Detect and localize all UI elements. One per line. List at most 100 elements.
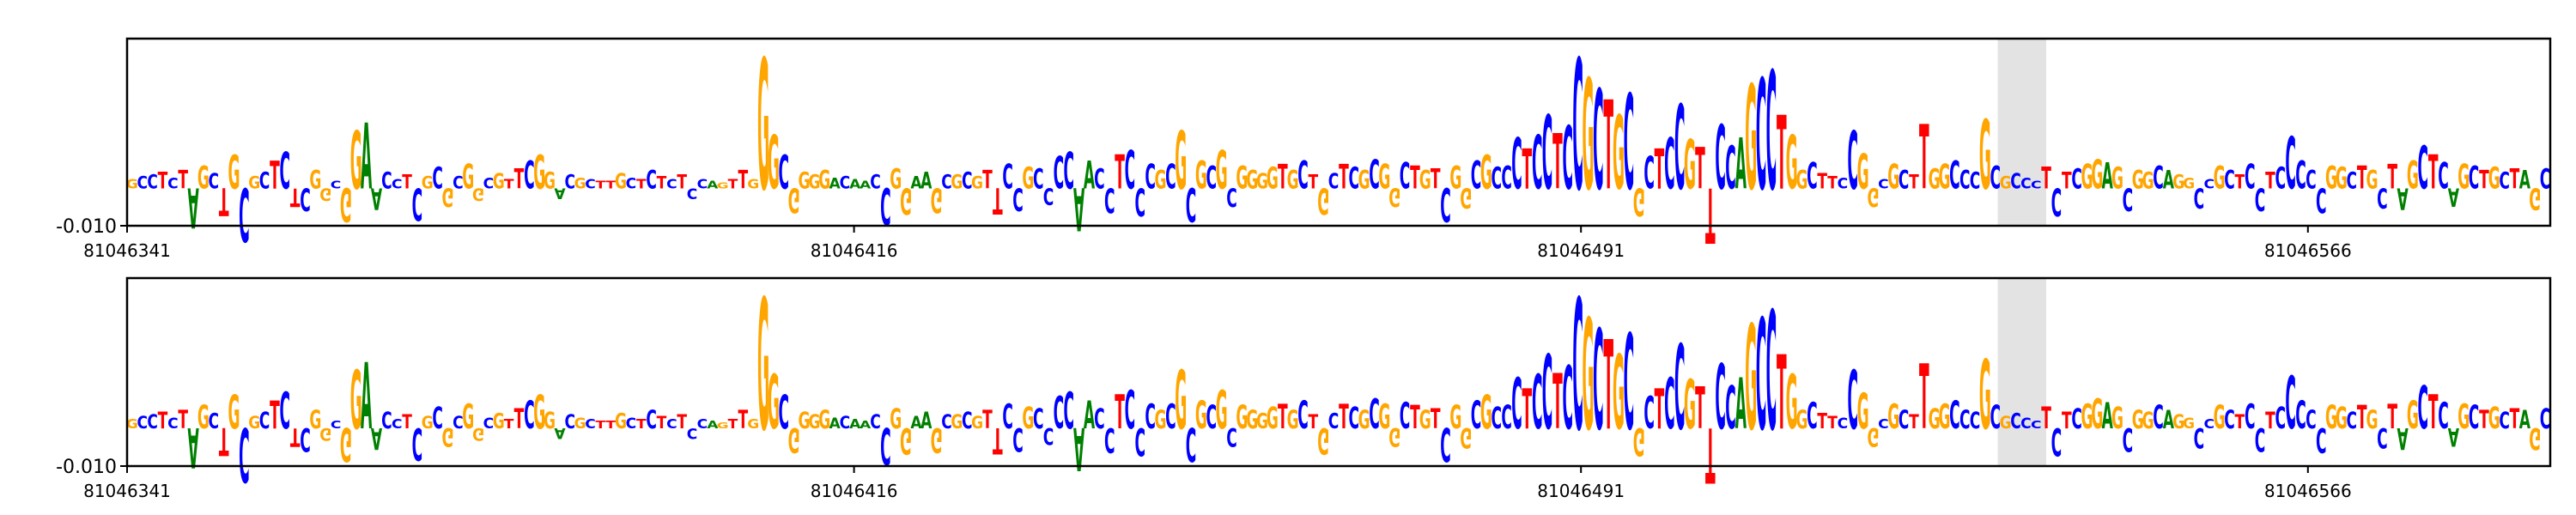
logo-letter-C: C: [1624, 68, 1635, 220]
logo-letter-A: A: [361, 105, 372, 210]
logo-letter-G: G: [1480, 147, 1492, 200]
logo-letter-C: C: [147, 171, 158, 193]
logo-letter-C: C: [565, 171, 576, 193]
logo-letter-C: C: [1094, 404, 1105, 436]
logo-letter-T: T: [504, 416, 514, 432]
logo-letter-G: G: [2214, 159, 2226, 197]
logo-letter-G: G: [1938, 158, 1950, 197]
logo-letter-A: A: [860, 179, 872, 191]
logo-letter-C: C: [2469, 399, 2480, 437]
logo-letter-G: G: [971, 414, 983, 433]
logo-letter-C: C: [1593, 300, 1604, 461]
logo-letter-C: C: [1848, 354, 1859, 448]
logo-letter-G: G: [441, 182, 453, 211]
logo-letter-C: C: [1563, 349, 1574, 450]
logo-letter-C: C: [1094, 164, 1105, 196]
logo-letter-G: G: [2172, 171, 2184, 193]
logo-letter-C: C: [870, 171, 881, 193]
logo-letter-C: C: [1297, 393, 1309, 437]
logo-letter-G: G: [1267, 162, 1279, 196]
logo-letter-G: G: [2458, 398, 2470, 437]
logo-letter-G: G: [1287, 405, 1299, 434]
logo-letter-C: C: [2347, 168, 2358, 195]
logo-letter-C: C: [2123, 421, 2134, 458]
logo-letter-C: C: [1838, 175, 1849, 192]
logo-letter-T: T: [596, 419, 607, 432]
x-tick-label: 81046566: [2264, 481, 2352, 501]
logo-letter-C: C: [1899, 405, 1910, 434]
logo-letter-G: G: [1175, 354, 1187, 448]
logo-letter-C: C: [2540, 164, 2551, 196]
logo-letter-C: C: [2469, 159, 2480, 197]
logo-letter-G: G: [798, 168, 810, 195]
logo-letter-G: G: [228, 147, 240, 200]
logo-letter-C: C: [2123, 180, 2134, 218]
logo-letter-C: C: [585, 177, 596, 192]
logo-letter-C: C: [483, 415, 495, 433]
logo-letter-C: C: [209, 409, 220, 433]
logo-letter-T: T: [1705, 171, 1716, 259]
logo-letter-C: C: [2153, 399, 2164, 437]
logo-letter-C: C: [962, 408, 973, 434]
logo-letter-G: G: [2132, 165, 2144, 194]
logo-letter-G: G: [2336, 403, 2348, 436]
logo-letter-C: C: [167, 175, 179, 192]
logo-letter-T: T: [1827, 414, 1838, 433]
logo-letter-G: G: [951, 411, 963, 433]
logo-letter-C: C: [2010, 409, 2021, 433]
logo-letter-T: T: [1655, 139, 1665, 203]
logo-letter-G: G: [472, 424, 484, 443]
logo-letter-A: A: [2102, 395, 2113, 438]
logo-letter-G: G: [248, 173, 260, 192]
logo-letter-C: C: [1643, 148, 1655, 199]
logo-letter-A: A: [920, 168, 933, 195]
logo-letter-T: T: [2479, 165, 2489, 194]
logo-letter-T: T: [514, 404, 525, 436]
logo-letter-C: C: [259, 408, 270, 434]
logo-letter-C: C: [1186, 417, 1197, 470]
logo-letter-G: G: [890, 164, 902, 196]
logo-letter-G: G: [574, 415, 586, 433]
logo-letter-G: G: [1195, 393, 1207, 437]
logo-letter-G: G: [2407, 393, 2419, 437]
logo-letter-C: C: [962, 168, 973, 195]
logo-letter-T: T: [2062, 408, 2072, 434]
logo-letter-A: A: [2519, 405, 2530, 434]
logo-letter-C: C: [1226, 422, 1237, 451]
logo-letter-T: T: [2041, 162, 2051, 196]
logo-letter-G: G: [1419, 405, 1431, 434]
logo-letter-T: T: [1339, 398, 1349, 437]
logo-letter-C: C: [1064, 142, 1075, 201]
logo-letter-G: G: [1195, 154, 1207, 197]
logo-letter-C: C: [1145, 398, 1156, 437]
logo-letter-G: G: [2183, 175, 2195, 192]
logo-letter-A: A: [554, 424, 566, 441]
logo-letter-C: C: [840, 414, 851, 433]
logo-letter-C: C: [1471, 154, 1482, 197]
logo-letter-G: G: [472, 184, 484, 203]
logo-letter-C: C: [1990, 399, 2002, 437]
logo-letter-C: C: [1542, 94, 1553, 212]
logo-letter-G: G: [1867, 182, 1879, 211]
logo-letter-T: T: [1603, 75, 1613, 217]
logo-letter-C: C: [137, 173, 149, 192]
logo-letter-G: G: [2488, 162, 2500, 196]
logo-letter-T: T: [993, 420, 1003, 463]
logo-letter-G: G: [900, 420, 912, 463]
logo-letter-C: C: [2204, 177, 2215, 192]
logo-letter-T: T: [636, 416, 647, 432]
logo-letter-C: C: [1878, 177, 1889, 192]
x-tick-label: 81046341: [83, 481, 171, 501]
logo-letter-T: T: [2357, 399, 2367, 437]
logo-letter-C: C: [2020, 175, 2032, 192]
logo-letter-A: A: [849, 416, 861, 432]
logo-letter-G: G: [1317, 420, 1329, 463]
logo-letter-C: C: [880, 415, 891, 474]
logo-letter-C: C: [1440, 177, 1451, 230]
logo-letter-C: C: [1725, 373, 1736, 443]
logo-letter-T: T: [605, 419, 617, 432]
logo-letter-C: C: [524, 154, 535, 197]
logo-letter-G: G: [1633, 420, 1645, 464]
logo-letter-T: T: [1817, 168, 1827, 193]
logo-letter-G: G: [1246, 405, 1258, 434]
